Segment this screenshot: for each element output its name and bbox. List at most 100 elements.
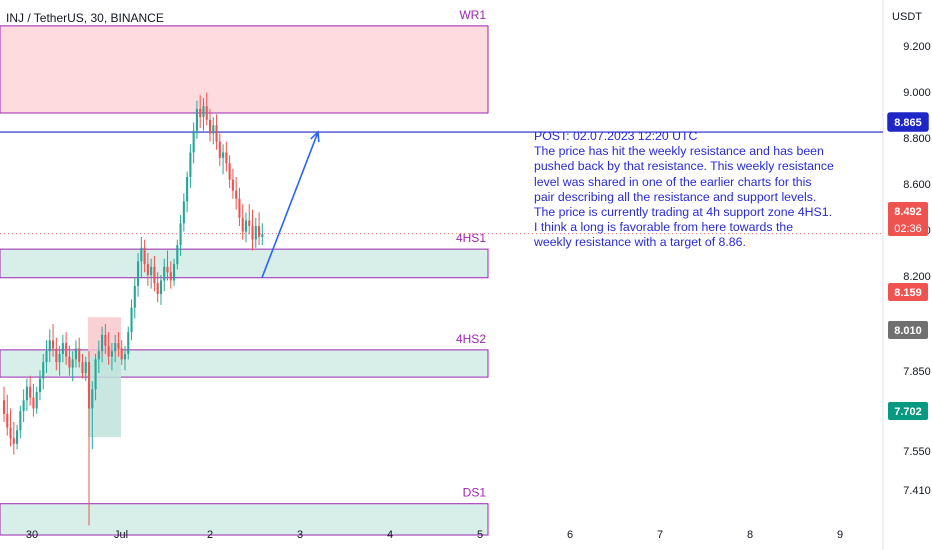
candle-body xyxy=(6,413,9,428)
note-line: The price has hit the weekly resistance … xyxy=(534,144,824,159)
candle-body xyxy=(225,152,228,164)
currency-unit-label: USDT xyxy=(892,11,922,23)
note-line: weekly resistance with a target of 8.86. xyxy=(534,235,746,250)
position-stop-area xyxy=(88,356,121,438)
candle-body xyxy=(205,106,208,120)
projection-arrow-line xyxy=(261,131,319,279)
candle-body xyxy=(71,359,74,368)
candle-body xyxy=(195,108,198,131)
candle-body xyxy=(38,378,42,393)
candle-body xyxy=(2,400,6,414)
candle-body xyxy=(251,225,254,240)
price-tag xyxy=(888,283,928,301)
y-tick-label: 9.000 xyxy=(903,87,931,99)
candle-body xyxy=(235,190,238,199)
candle-body xyxy=(238,198,241,218)
price-tag-value: 8.010 xyxy=(894,325,922,337)
candle-body xyxy=(212,125,215,134)
zone-label: 4HS2 xyxy=(456,332,486,346)
candle-body xyxy=(159,280,163,295)
price-tag-value: 7.702 xyxy=(894,406,922,418)
candle-body xyxy=(169,272,172,281)
candle-body xyxy=(48,340,51,352)
y-tick-label: 7.550 xyxy=(903,446,931,458)
price-tag-value: 8.159 xyxy=(894,287,922,299)
note-line: I think a long is favorable from here to… xyxy=(534,220,794,235)
candle-body xyxy=(133,285,136,308)
projection-arrow-head xyxy=(310,130,320,143)
candle-body xyxy=(163,266,166,281)
candle-body xyxy=(222,152,225,158)
candle-body xyxy=(117,343,120,349)
x-tick-label: 7 xyxy=(657,529,663,541)
candle-body xyxy=(42,362,45,379)
zone-4hs1 xyxy=(0,248,489,279)
candle-body xyxy=(97,351,100,360)
candle-body xyxy=(258,225,261,237)
symbol-title[interactable]: INJ / TetherUS, 30, BINANCE xyxy=(6,11,164,25)
y-tick-label: 8.200 xyxy=(903,271,931,283)
analysis-note: POST: 02.07.2023 12:20 UTC The price has… xyxy=(534,129,834,251)
x-tick-label: 30 xyxy=(26,529,38,541)
candle-body xyxy=(35,392,38,409)
candle-body xyxy=(84,362,87,374)
candle-body xyxy=(172,264,176,281)
candle-body xyxy=(104,334,107,346)
zone-label: WR1 xyxy=(459,8,486,22)
zone-label: DS1 xyxy=(463,486,487,500)
price-tag xyxy=(887,112,929,132)
candle-body xyxy=(218,141,221,158)
x-tick-label: 5 xyxy=(477,529,483,541)
candle-body xyxy=(22,400,25,412)
y-tick-label: 7.850 xyxy=(903,366,931,378)
note-line: The price is currently trading at 4h sup… xyxy=(534,205,833,220)
candle-body xyxy=(32,397,35,409)
y-tick-label: 8.800 xyxy=(903,133,931,145)
candle-body xyxy=(16,430,19,444)
candle-body xyxy=(202,106,205,118)
candle-body xyxy=(199,108,202,118)
candle-body xyxy=(68,356,71,368)
candle-body xyxy=(146,264,149,275)
candle-body xyxy=(215,125,218,142)
price-tag-value: 8.865 xyxy=(894,117,922,129)
candle-body xyxy=(143,247,146,265)
candle-body xyxy=(208,119,212,134)
candle-body xyxy=(244,220,248,232)
candle-body xyxy=(107,345,110,357)
candle-body xyxy=(166,266,169,273)
candle-body xyxy=(182,201,185,224)
candle-body xyxy=(9,427,12,439)
candle-body xyxy=(228,163,231,180)
zone-4hs2 xyxy=(0,349,489,378)
note-line: level was shared in one of the earlier c… xyxy=(534,174,812,189)
note-line: pushed back by that resistance. This wee… xyxy=(534,159,834,174)
zone-ds1 xyxy=(0,503,489,536)
candle-body xyxy=(29,386,32,398)
price-tag-countdown: 02:36 xyxy=(894,223,922,235)
x-tick-label: Jul xyxy=(114,529,128,541)
candle-body xyxy=(91,389,94,409)
candle-body xyxy=(130,307,133,333)
x-tick-label: 6 xyxy=(567,529,573,541)
candle-body xyxy=(120,348,123,360)
candle-body xyxy=(189,152,192,177)
price-tag xyxy=(888,202,928,236)
x-tick-label: 9 xyxy=(837,529,843,541)
candle-body xyxy=(150,266,153,275)
candle-body xyxy=(140,247,143,262)
y-tick-label: 7.410 xyxy=(903,485,931,497)
candle-body xyxy=(127,332,130,354)
zone-wr1 xyxy=(0,25,489,114)
candle-body xyxy=(123,353,127,360)
candle-body xyxy=(78,348,81,363)
candle-body xyxy=(81,362,84,374)
candle-body xyxy=(58,353,61,363)
candle-body xyxy=(52,340,55,349)
candle-body xyxy=(74,348,77,360)
candle-body xyxy=(176,245,179,265)
x-tick-label: 3 xyxy=(297,529,303,541)
candle-body xyxy=(231,179,234,191)
candle-body xyxy=(110,351,113,357)
